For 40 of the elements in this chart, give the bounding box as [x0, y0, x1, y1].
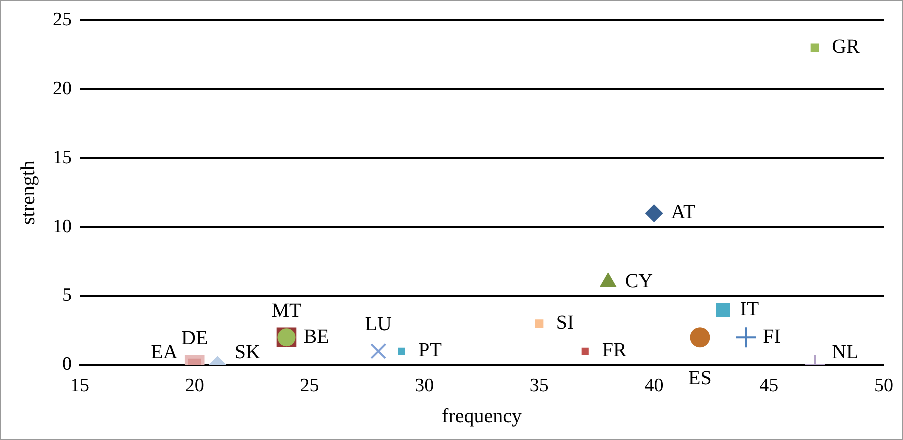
series-label: FR: [602, 340, 628, 362]
x-tick-label: 40: [644, 376, 664, 397]
point: [810, 44, 820, 52]
series-label: IT: [740, 298, 760, 320]
y-tick-label: 15: [53, 147, 72, 168]
y-tick-label: 20: [53, 78, 72, 100]
x-tick-label: 25: [300, 376, 320, 397]
y-axis-title: strength: [17, 160, 40, 226]
y-tick-label: 10: [53, 216, 72, 238]
y-tick-label: 0: [62, 354, 72, 376]
series-label: CY: [625, 270, 654, 293]
x-tick-label: 30: [415, 376, 434, 397]
point: [582, 348, 589, 355]
series-label: AT: [671, 202, 696, 224]
point: [535, 320, 544, 328]
series-label: SI: [556, 312, 574, 334]
series-label: EA: [151, 341, 178, 364]
point: [645, 204, 664, 222]
point: [690, 328, 710, 348]
point: [735, 326, 758, 349]
series-label: GR: [832, 36, 861, 58]
x-tick-label: 50: [874, 376, 894, 397]
series-label: ES: [688, 367, 712, 390]
series-label: MT: [272, 300, 302, 322]
x-axis-title: frequency: [442, 405, 522, 428]
series-label: SK: [234, 341, 261, 364]
series-label: LU: [365, 314, 393, 336]
point: [370, 343, 387, 360]
series-label: NL: [832, 341, 859, 364]
x-tick-label: 20: [185, 376, 204, 397]
series-label: DE: [182, 327, 208, 350]
point: [716, 302, 730, 318]
x-tick-label: 45: [760, 376, 779, 397]
series-label: FI: [763, 326, 781, 348]
series-label: PT: [418, 340, 442, 362]
y-tick-label: 5: [62, 285, 72, 306]
point: [398, 348, 406, 355]
y-tick-label: 25: [53, 9, 72, 30]
series-label: BE: [304, 326, 330, 348]
x-tick-label: 35: [530, 376, 549, 397]
